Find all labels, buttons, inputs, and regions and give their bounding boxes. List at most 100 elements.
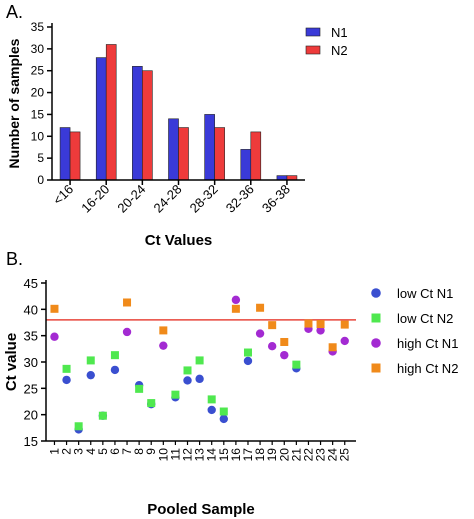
y-tick-label: 40 — [24, 302, 38, 317]
legend-swatch-n1 — [305, 27, 321, 37]
point-low-ct-n1-6 — [110, 365, 120, 375]
y-tick-label: 30 — [24, 355, 38, 370]
legend-swatch-n2 — [305, 45, 321, 55]
legend-label-high-ct-n1: high Ct N1 — [397, 336, 458, 351]
point-high-ct-n1-16 — [231, 295, 241, 305]
legend-marker-high-ct-n1 — [371, 338, 381, 348]
bar-n1-16 — [59, 127, 71, 181]
y-tick-label: 20 — [31, 86, 45, 100]
y-tick-label: 35 — [31, 20, 45, 34]
y-tick-label: 45 — [24, 276, 38, 291]
y-tick-label: 30 — [31, 42, 45, 56]
x-tick-label: 14 — [205, 448, 219, 462]
point-low-ct-n2-11 — [171, 390, 180, 399]
x-tick-label: 15 — [217, 448, 231, 462]
point-high-ct-n2-1 — [50, 304, 59, 313]
point-high-ct-n1-10 — [159, 341, 168, 350]
y-tick-label: 0 — [37, 173, 44, 187]
y-tick-label: 35 — [24, 329, 38, 344]
point-high-ct-n2-25 — [340, 320, 349, 329]
y-tick-label: 15 — [24, 434, 38, 449]
legend-marker-low-ct-n1 — [371, 288, 381, 298]
legend-label-low-ct-n1: low Ct N1 — [397, 286, 453, 301]
y-tick-label: 5 — [37, 151, 44, 165]
x-axis-title: Pooled Sample — [147, 501, 255, 518]
x-tick-label: 16 — [229, 448, 243, 462]
x-tick-label: 36-38 — [259, 182, 293, 216]
x-tick-label: 13 — [193, 448, 207, 462]
x-tick-label: 23 — [314, 448, 328, 462]
legend-marker-high-ct-n2 — [371, 363, 381, 373]
y-axis-title: Ct value — [3, 333, 20, 391]
point-low-ct-n1-2 — [62, 375, 71, 385]
bar-n2-20-24 — [142, 70, 153, 181]
point-low-ct-n2-4 — [86, 356, 95, 365]
legend-label-high-ct-n2: high Ct N2 — [397, 361, 458, 376]
x-tick-label: 17 — [241, 448, 255, 462]
point-high-ct-n2-16 — [231, 304, 240, 313]
point-high-ct-n2-23 — [316, 320, 325, 329]
point-high-ct-n2-20 — [280, 337, 289, 346]
point-high-ct-n2-18 — [256, 303, 265, 312]
x-tick-label: 10 — [156, 448, 170, 462]
point-low-ct-n1-12 — [183, 376, 192, 385]
bar-n2-16 — [69, 131, 81, 181]
point-low-ct-n2-3 — [74, 422, 83, 431]
legend-label-n1: N1 — [331, 25, 348, 40]
legend-marker-low-ct-n2 — [371, 313, 381, 323]
x-tick-label: 22 — [301, 448, 315, 462]
bar-n1-16-20 — [95, 57, 107, 181]
y-tick-label: 25 — [24, 381, 38, 396]
x-tick-label: 19 — [265, 448, 279, 462]
bar-n2-32-36 — [250, 131, 262, 181]
x-tick-label: 2 — [60, 448, 74, 455]
bar-n2-28-32 — [214, 127, 225, 181]
point-low-ct-n1-17 — [243, 356, 253, 366]
panel-b-label: B. — [6, 249, 23, 269]
point-low-ct-n1-14 — [207, 405, 216, 415]
x-tick-label: 25 — [338, 448, 352, 462]
bar-n2-16-20 — [105, 44, 117, 181]
point-high-ct-n1-1 — [50, 332, 59, 341]
x-tick-label: 32-36 — [223, 182, 257, 216]
y-axis-title: Number of samples — [6, 38, 22, 168]
point-low-ct-n1-4 — [86, 370, 95, 380]
bar-n2-24-28 — [178, 127, 189, 181]
x-tick-label: 18 — [253, 448, 267, 462]
point-low-ct-n2-14 — [207, 395, 216, 404]
x-tick-label: 20 — [277, 448, 291, 462]
point-low-ct-n2-2 — [62, 364, 71, 373]
y-tick-label: 20 — [24, 408, 38, 423]
x-tick-label: 9 — [144, 448, 158, 455]
bar-n1-28-32 — [204, 114, 215, 181]
x-tick-label: 11 — [168, 448, 182, 461]
legend-label-n2: N2 — [331, 43, 348, 58]
ct-distribution-bar-chart: 0 5 10 15 20 25 30 35 <16 16-20 20-24 24-28 28-32 32-… — [6, 20, 348, 249]
x-tick-label: 4 — [84, 448, 98, 455]
panel-a-label: A. — [6, 2, 23, 22]
point-high-ct-n1-23 — [316, 326, 325, 335]
point-low-ct-n2-13 — [195, 356, 204, 365]
x-tick-label: 12 — [181, 448, 195, 462]
bar-n1-32-36 — [240, 149, 252, 181]
x-tick-label: 6 — [108, 448, 122, 455]
point-high-ct-n1-18 — [255, 329, 265, 338]
point-low-ct-n2-12 — [183, 366, 192, 375]
x-tick-label: 24-28 — [151, 182, 185, 216]
y-tick-label: 25 — [31, 64, 45, 78]
point-high-ct-n2-24 — [328, 343, 337, 352]
x-tick-label: <16 — [50, 182, 76, 208]
pooled-sample-scatter-chart: 1520253035404512345678910111213141516171… — [3, 276, 458, 518]
x-tick-label: 3 — [72, 448, 86, 455]
x-tick-label: 20-24 — [114, 182, 148, 216]
bar-n1-24-28 — [168, 118, 179, 181]
y-tick-label: 10 — [31, 129, 45, 143]
point-low-ct-n2-17 — [243, 348, 252, 357]
point-low-ct-n2-8 — [135, 384, 144, 393]
x-tick-label: 16-20 — [78, 182, 112, 216]
point-low-ct-n2-15 — [219, 407, 228, 416]
x-axis-title: Ct Values — [145, 232, 213, 249]
x-tick-label: 28-32 — [187, 182, 221, 216]
x-tick-label: 7 — [120, 448, 134, 455]
